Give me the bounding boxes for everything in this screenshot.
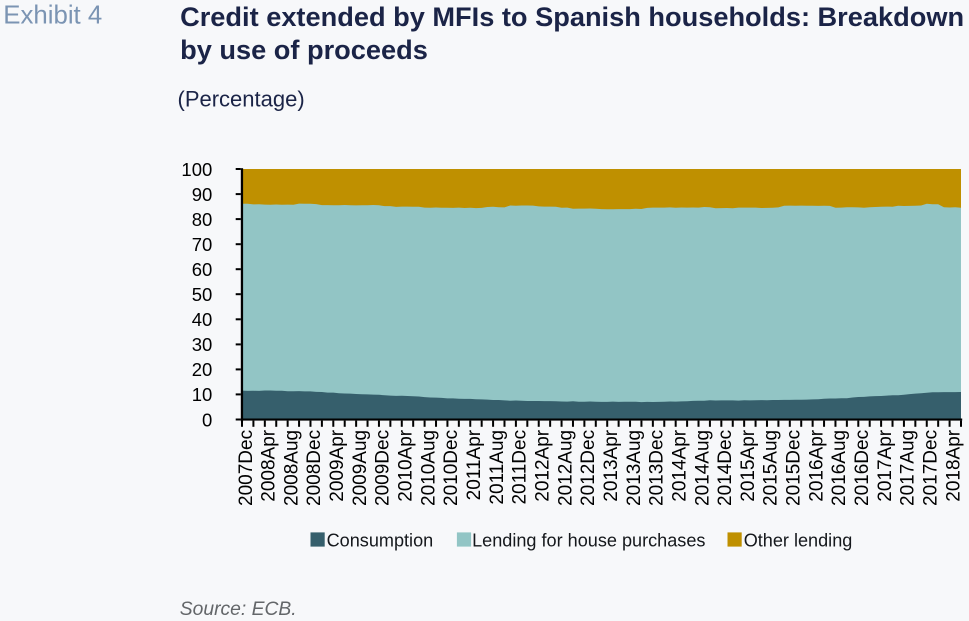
svg-text:Lending for house purchases: Lending for house purchases: [472, 531, 705, 551]
svg-text:2015Apr: 2015Apr: [738, 429, 759, 502]
svg-text:0: 0: [202, 409, 212, 430]
svg-text:2011Dec: 2011Dec: [510, 430, 531, 505]
svg-text:30: 30: [192, 334, 213, 355]
svg-text:2013Apr: 2013Apr: [601, 429, 622, 502]
svg-text:60: 60: [192, 259, 213, 280]
svg-text:2017Aug: 2017Aug: [898, 430, 919, 506]
svg-text:Other lending: Other lending: [744, 531, 853, 551]
svg-text:2014Dec: 2014Dec: [715, 430, 736, 506]
svg-text:80: 80: [192, 209, 213, 230]
svg-text:2012Aug: 2012Aug: [555, 430, 576, 506]
svg-text:2008Apr: 2008Apr: [259, 429, 280, 502]
svg-text:2013Dec: 2013Dec: [647, 430, 668, 506]
svg-text:2012Dec: 2012Dec: [578, 430, 599, 506]
svg-text:2008Aug: 2008Aug: [281, 430, 302, 506]
svg-text:(Percentage): (Percentage): [178, 86, 305, 111]
svg-text:90: 90: [192, 184, 213, 205]
svg-text:2016Aug: 2016Aug: [829, 430, 850, 506]
svg-text:20: 20: [192, 359, 213, 380]
svg-text:2014Apr: 2014Apr: [669, 429, 690, 502]
svg-text:2008Dec: 2008Dec: [304, 430, 325, 506]
svg-text:10: 10: [192, 384, 213, 405]
svg-text:Exhibit 4: Exhibit 4: [3, 2, 102, 30]
svg-text:2012Apr: 2012Apr: [532, 429, 553, 502]
svg-text:2010Aug: 2010Aug: [418, 430, 439, 506]
svg-text:2009Aug: 2009Aug: [350, 430, 371, 506]
svg-text:2014Aug: 2014Aug: [692, 430, 713, 506]
svg-text:2011Apr: 2011Apr: [464, 429, 485, 500]
svg-text:2010Dec: 2010Dec: [441, 430, 462, 506]
svg-text:2009Apr: 2009Apr: [327, 429, 348, 502]
svg-text:Credit extended by MFIs to Spa: Credit extended by MFIs to Spanish house…: [180, 1, 964, 32]
svg-text:40: 40: [192, 309, 213, 330]
svg-text:2010Apr: 2010Apr: [396, 429, 417, 502]
svg-text:2017Dec: 2017Dec: [921, 430, 942, 506]
svg-text:2015Dec: 2015Dec: [784, 430, 805, 506]
svg-text:Source: ECB.: Source: ECB.: [180, 599, 297, 620]
svg-text:50: 50: [192, 284, 213, 305]
svg-text:2018Apr: 2018Apr: [943, 429, 964, 502]
svg-text:2015Aug: 2015Aug: [761, 430, 782, 506]
svg-text:2009Dec: 2009Dec: [373, 430, 394, 506]
svg-text:Consumption: Consumption: [327, 531, 434, 551]
svg-text:by use of proceeds: by use of proceeds: [180, 34, 428, 65]
svg-text:70: 70: [192, 234, 213, 255]
svg-text:2016Apr: 2016Apr: [806, 429, 827, 502]
svg-text:2011Aug: 2011Aug: [487, 430, 508, 505]
svg-text:2016Dec: 2016Dec: [852, 430, 873, 506]
svg-text:2007Dec: 2007Dec: [236, 430, 257, 506]
svg-text:2013Aug: 2013Aug: [624, 430, 645, 506]
svg-text:100: 100: [181, 159, 212, 180]
svg-text:2017Apr: 2017Apr: [875, 429, 896, 502]
